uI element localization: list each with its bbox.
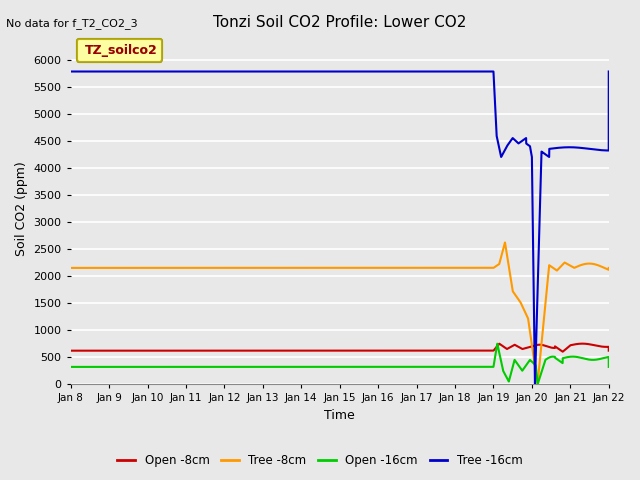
Text: No data for f_T2_CO2_3: No data for f_T2_CO2_3 xyxy=(6,18,138,29)
Y-axis label: Soil CO2 (ppm): Soil CO2 (ppm) xyxy=(15,161,28,256)
Title: Tonzi Soil CO2 Profile: Lower CO2: Tonzi Soil CO2 Profile: Lower CO2 xyxy=(213,15,467,30)
Legend: TZ_soilco2: TZ_soilco2 xyxy=(77,39,162,62)
Legend: Open -8cm, Tree -8cm, Open -16cm, Tree -16cm: Open -8cm, Tree -8cm, Open -16cm, Tree -… xyxy=(113,449,527,472)
X-axis label: Time: Time xyxy=(324,409,355,422)
